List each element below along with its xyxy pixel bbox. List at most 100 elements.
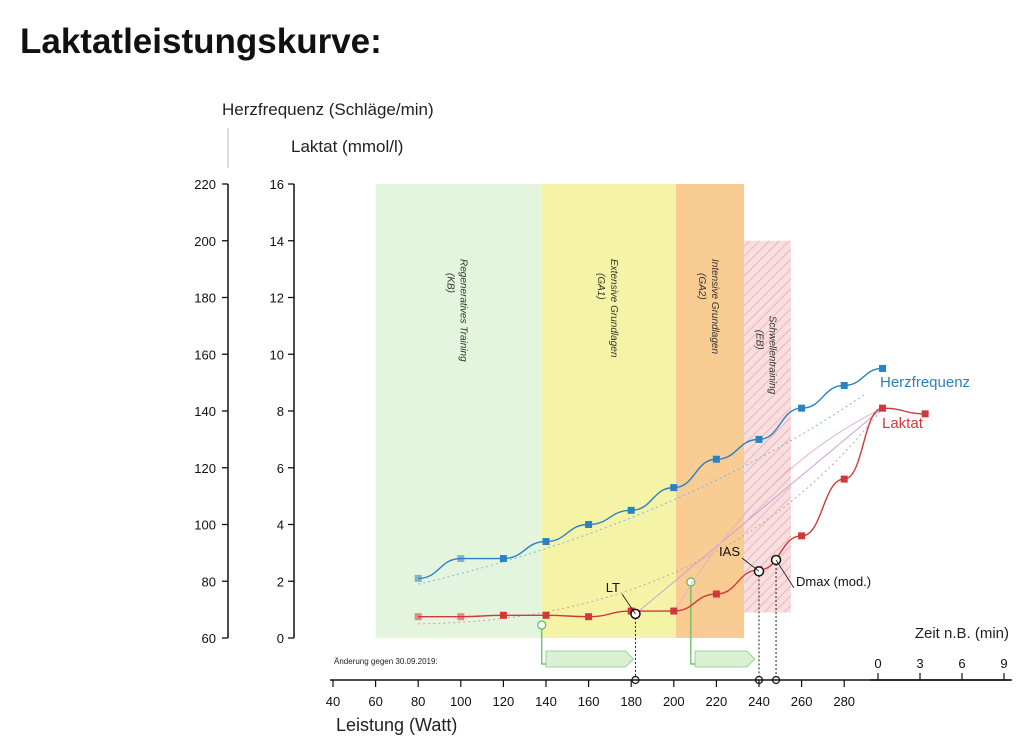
x-axis-label: Leistung (Watt) [336, 715, 457, 735]
threshold-label-1: LT [606, 580, 620, 595]
threshold-leader-2 [741, 557, 760, 572]
lactate-tick-label: 8 [277, 404, 284, 419]
hr-tick-label: 140 [194, 404, 216, 419]
data-point-laktat [921, 410, 929, 418]
threshold-leader-1 [621, 593, 636, 615]
dmax-chord [635, 407, 883, 615]
lactate-tick-label: 12 [270, 291, 284, 306]
x-tick-label: 160 [578, 694, 600, 709]
zone-abbr: (EB) [754, 330, 765, 350]
series-label-herzfrequenz: Herzfrequenz [880, 374, 970, 391]
data-point-herzfrequenz [585, 521, 593, 528]
training-zones: Regeneratives Training(KB) Extensive Grun… [375, 184, 791, 638]
data-point-laktat [712, 590, 720, 598]
hr-axis-label: Herzfrequenz (Schläge/min) [222, 100, 434, 119]
lt-start-marker [537, 620, 547, 630]
data-point-laktat [499, 611, 507, 619]
zone-label-3: Intensive Grundlagen(GA2) [696, 259, 720, 355]
hr-tick-label: 60 [202, 631, 216, 646]
series-label-laktat: Laktat [882, 415, 924, 432]
data-point-laktat [670, 607, 678, 615]
zone-abbr: (GA1) [595, 273, 606, 300]
page-title: Laktatleistungskurve: [20, 22, 382, 61]
data-point-laktat [585, 613, 593, 621]
data-point-laktat [414, 613, 422, 621]
zone-label-2: Extensive Grundlagen(GA1) [595, 259, 619, 358]
zone-name: Regeneratives Training [458, 259, 469, 362]
x-tick-label: 60 [368, 694, 382, 709]
data-point-laktat [879, 404, 887, 412]
x-tick-label: 220 [706, 694, 728, 709]
zone-name: Schwellentraining [767, 316, 778, 395]
zone-label-1: Regeneratives Training(KB) [445, 259, 469, 362]
recovery-bar-2 [694, 650, 756, 668]
data-point-herzfrequenz [414, 574, 422, 582]
lt-stem [541, 625, 546, 665]
data-point-laktat [798, 532, 806, 540]
lactate-tick-label: 2 [277, 574, 284, 589]
x-tick-label: 120 [493, 694, 515, 709]
data-point-herzfrequenz [457, 555, 465, 563]
x-tick-label: 200 [663, 694, 685, 709]
x-tick-label: 260 [791, 694, 813, 709]
curves: Herzfrequenz Laktat LT IAS Dmax (mod.) [414, 364, 970, 685]
x-tick-label: 240 [748, 694, 770, 709]
data-point-herzfrequenz [627, 506, 635, 514]
hr-tick-label: 200 [194, 234, 216, 249]
time-tick-label: 6 [958, 656, 965, 671]
time-tick-label: 9 [1000, 656, 1007, 671]
ias-stem [690, 582, 696, 665]
lactate-tick-label: 10 [270, 347, 284, 362]
hr-tick-label: 180 [194, 291, 216, 306]
lactate-tick-label: 4 [277, 518, 284, 533]
x-tick-label: 100 [450, 694, 472, 709]
lactate-baseline-guide [418, 407, 883, 625]
lactate-tick-label: 6 [277, 461, 284, 476]
data-point-herzfrequenz [798, 404, 806, 412]
change-note: Änderung gegen 30.09.2019: [334, 657, 438, 666]
hr-regression-guide [418, 393, 866, 585]
zone-name: Intensive Grundlagen [709, 259, 720, 355]
data-point-herzfrequenz [755, 435, 763, 443]
data-point-herzfrequenz [712, 455, 720, 463]
zone-name: Extensive Grundlagen [608, 259, 619, 358]
time-tick-label: 0 [874, 656, 881, 671]
data-point-herzfrequenz [542, 538, 550, 546]
x-tick-label: 140 [535, 694, 557, 709]
x-tick-label: 180 [620, 694, 642, 709]
threshold-leader-3 [775, 559, 795, 589]
hr-tick-label: 120 [194, 461, 216, 476]
zone-label-4: Schwellentraining(EB) [754, 316, 778, 395]
x-tick-label: 40 [326, 694, 340, 709]
x-tick-label: 280 [833, 694, 855, 709]
zone-abbr: (GA2) [696, 273, 707, 300]
data-point-laktat [840, 475, 848, 483]
time-tick-label: 3 [916, 656, 923, 671]
hr-tick-label: 220 [194, 177, 216, 192]
lactate-axis-label: Laktat (mmol/l) [291, 137, 403, 156]
zone-band-3 [675, 184, 745, 638]
data-point-laktat [457, 613, 465, 621]
lactate-tick-label: 14 [270, 234, 284, 249]
time-axis-label: Zeit n.B. (min) [915, 625, 1009, 642]
axes: 6080100120140160180200220024681012141640… [194, 128, 1012, 709]
threshold-label-3: Dmax (mod.) [796, 574, 871, 589]
data-point-herzfrequenz [499, 555, 507, 563]
data-point-herzfrequenz [840, 381, 848, 389]
hr-tick-label: 80 [202, 574, 216, 589]
zone-band-1 [375, 184, 542, 638]
threshold-label-2: IAS [719, 544, 740, 559]
recovery-bar-1 [545, 650, 635, 668]
data-point-laktat [542, 611, 550, 619]
ias-start-marker [686, 577, 696, 587]
zone-abbr: (KB) [445, 273, 456, 293]
x-tick-label: 80 [411, 694, 425, 709]
data-point-herzfrequenz [670, 484, 678, 492]
hr-tick-label: 160 [194, 347, 216, 362]
zone-band-4 [744, 240, 791, 613]
data-point-herzfrequenz [879, 364, 887, 372]
lactate-tick-label: 16 [270, 177, 284, 192]
lactate-fit-guide [673, 407, 883, 613]
lactate-tick-label: 0 [277, 631, 284, 646]
